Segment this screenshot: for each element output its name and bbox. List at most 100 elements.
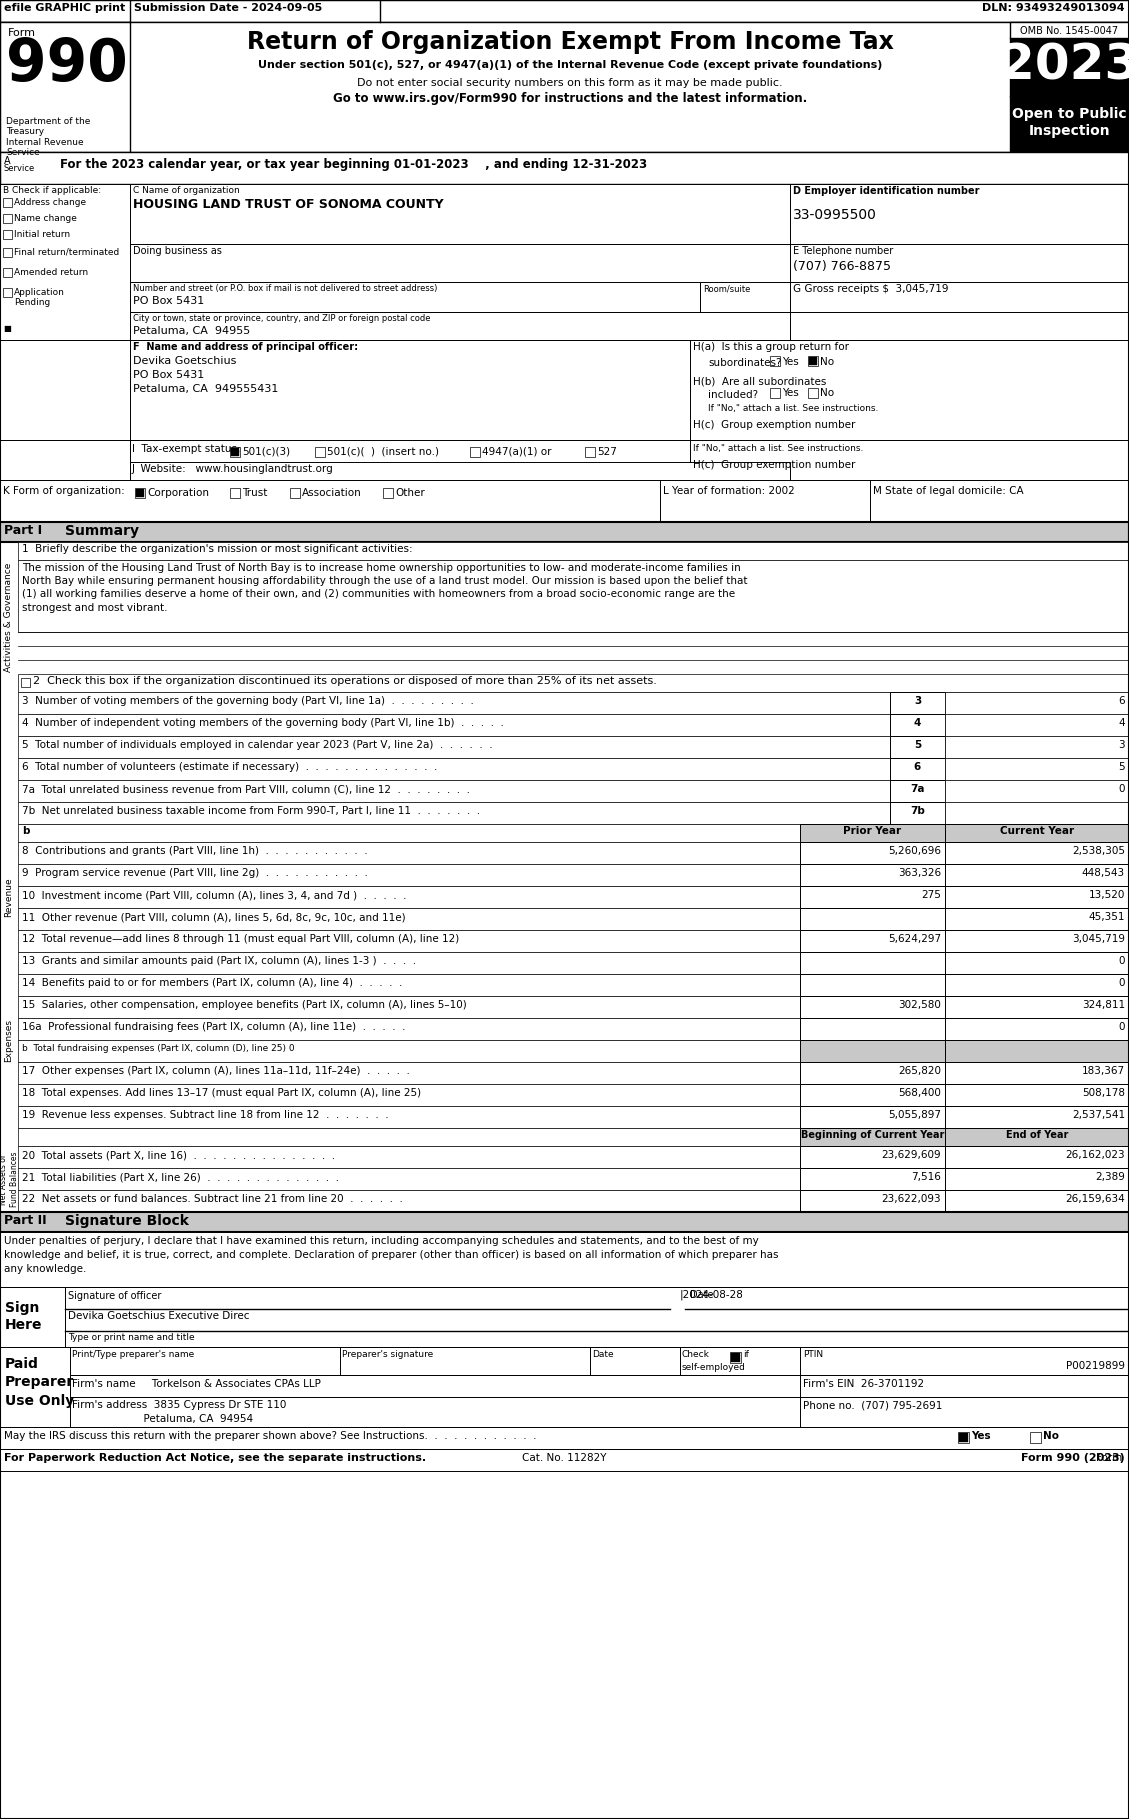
Text: 26,162,023: 26,162,023 [1066, 1150, 1124, 1161]
Bar [945, 1084, 1129, 1106]
Bar [130, 244, 790, 282]
Bar [945, 864, 1129, 886]
Bar [800, 930, 945, 951]
Text: 265,820: 265,820 [898, 1066, 940, 1077]
Bar [0, 522, 1129, 542]
Bar [18, 1106, 800, 1128]
Text: Firm's name     Torkelson & Associates CPAs LLP: Firm's name Torkelson & Associates CPAs … [72, 1379, 321, 1390]
Bar [800, 824, 945, 842]
Bar [690, 340, 1129, 440]
Bar [18, 675, 1129, 691]
Text: 5: 5 [913, 740, 921, 749]
Text: 4947(a)(1) or: 4947(a)(1) or [482, 447, 551, 457]
Text: Petaluma, CA  949555431: Petaluma, CA 949555431 [133, 384, 279, 395]
Text: 2023: 2023 [1000, 42, 1129, 89]
Bar [130, 282, 700, 313]
Bar [130, 184, 790, 244]
Text: if: if [743, 1350, 749, 1359]
Text: Service: Service [5, 164, 35, 173]
Text: HOUSING LAND TRUST OF SONOMA COUNTY: HOUSING LAND TRUST OF SONOMA COUNTY [133, 198, 444, 211]
Text: 568,400: 568,400 [899, 1088, 940, 1099]
Text: Part I: Part I [5, 524, 42, 537]
Text: 26,159,634: 26,159,634 [1066, 1193, 1124, 1204]
Text: 20  Total assets (Part X, line 16)  .  .  .  .  .  .  .  .  .  .  .  .  .  .  .: 20 Total assets (Part X, line 16) . . . … [21, 1150, 335, 1161]
Bar [18, 560, 1129, 631]
Bar [18, 973, 800, 997]
Bar [18, 864, 800, 886]
Bar [945, 715, 1129, 737]
Text: Trust: Trust [242, 487, 268, 498]
Text: 275: 275 [921, 889, 940, 900]
Text: A: A [5, 156, 10, 166]
Text: Final return/terminated: Final return/terminated [14, 247, 120, 256]
Text: Address change: Address change [14, 198, 86, 207]
Text: 501(c)(  )  (insert no.): 501(c)( ) (insert no.) [327, 447, 439, 457]
Bar [3, 229, 12, 238]
Text: B Check if applicable:: B Check if applicable: [3, 186, 102, 195]
Bar [959, 1432, 969, 1442]
Text: Firm's EIN  26-3701192: Firm's EIN 26-3701192 [803, 1379, 925, 1390]
Bar [135, 489, 145, 497]
Bar [790, 313, 1129, 340]
Text: Room/suite: Room/suite [703, 284, 751, 293]
Bar [890, 737, 945, 759]
Text: Signature Block: Signature Block [65, 1213, 189, 1228]
Bar [130, 440, 790, 480]
Bar [18, 930, 800, 951]
Text: Under section 501(c), 527, or 4947(a)(1) of the Internal Revenue Code (except pr: Under section 501(c), 527, or 4947(a)(1)… [257, 60, 882, 69]
Bar [945, 1128, 1129, 1146]
Bar [800, 1084, 945, 1106]
Bar [0, 1231, 1129, 1288]
Text: F  Name and address of principal officer:: F Name and address of principal officer: [133, 342, 358, 353]
Text: Sign
Here: Sign Here [5, 1301, 43, 1332]
Text: 16a  Professional fundraising fees (Part IX, column (A), line 11e)  .  .  .  .  : 16a Professional fundraising fees (Part … [21, 1022, 405, 1031]
Text: 3,045,719: 3,045,719 [1073, 933, 1124, 944]
Text: 7b  Net unrelated business taxable income from Form 990-T, Part I, line 11  .  .: 7b Net unrelated business taxable income… [21, 806, 480, 817]
Text: 12  Total revenue—add lines 8 through 11 (must equal Part VIII, column (A), line: 12 Total revenue—add lines 8 through 11 … [21, 933, 460, 944]
Text: 4: 4 [913, 719, 921, 728]
Text: Form: Form [1095, 1453, 1124, 1462]
Bar [945, 1019, 1129, 1040]
Text: 6: 6 [1119, 697, 1124, 706]
Text: 2,538,305: 2,538,305 [1073, 846, 1124, 857]
Text: 19  Revenue less expenses. Subtract line 18 from line 12  .  .  .  .  .  .  .: 19 Revenue less expenses. Subtract line … [21, 1110, 388, 1121]
Bar [18, 886, 800, 908]
Text: Yes: Yes [971, 1432, 990, 1441]
Bar [18, 1146, 800, 1168]
Text: 7a  Total unrelated business revenue from Part VIII, column (C), line 12  .  .  : 7a Total unrelated business revenue from… [21, 784, 470, 795]
Text: J  Website:   www.housinglandtrust.org: J Website: www.housinglandtrust.org [132, 464, 334, 475]
Bar [790, 282, 1129, 313]
Text: Open to Public
Inspection: Open to Public Inspection [1013, 107, 1127, 138]
Text: H(c)  Group exemption number: H(c) Group exemption number [693, 420, 856, 429]
Bar [18, 824, 945, 842]
Text: Net Assets or
Fund Balances: Net Assets or Fund Balances [0, 1151, 19, 1206]
Text: PO Box 5431: PO Box 5431 [133, 296, 204, 306]
Bar [800, 1106, 945, 1128]
Bar [18, 759, 890, 780]
Bar [945, 951, 1129, 973]
Bar [945, 886, 1129, 908]
Bar [290, 487, 300, 498]
Text: Prior Year: Prior Year [843, 826, 902, 837]
Text: Submission Date - 2024-09-05: Submission Date - 2024-09-05 [134, 4, 322, 13]
Text: 2,389: 2,389 [1095, 1171, 1124, 1182]
Bar [800, 1146, 945, 1168]
Bar [0, 184, 130, 340]
Text: Current Year: Current Year [1000, 826, 1074, 837]
Bar [470, 447, 480, 457]
Bar [690, 440, 1129, 480]
Bar [130, 313, 790, 340]
Bar [0, 1348, 70, 1426]
Bar [1010, 22, 1129, 153]
Bar [945, 737, 1129, 759]
Text: Date: Date [592, 1350, 614, 1359]
Text: efile GRAPHIC print: efile GRAPHIC print [5, 4, 125, 13]
Text: 0: 0 [1119, 1022, 1124, 1031]
Text: If "No," attach a list. See instructions.: If "No," attach a list. See instructions… [693, 444, 864, 453]
Text: No: No [820, 387, 834, 398]
Bar [3, 287, 12, 296]
Text: 13  Grants and similar amounts paid (Part IX, column (A), lines 1-3 )  .  .  .  : 13 Grants and similar amounts paid (Part… [21, 957, 417, 966]
Text: No: No [820, 357, 834, 367]
Bar [130, 340, 690, 440]
Text: For Paperwork Reduction Act Notice, see the separate instructions.: For Paperwork Reduction Act Notice, see … [5, 1453, 426, 1462]
